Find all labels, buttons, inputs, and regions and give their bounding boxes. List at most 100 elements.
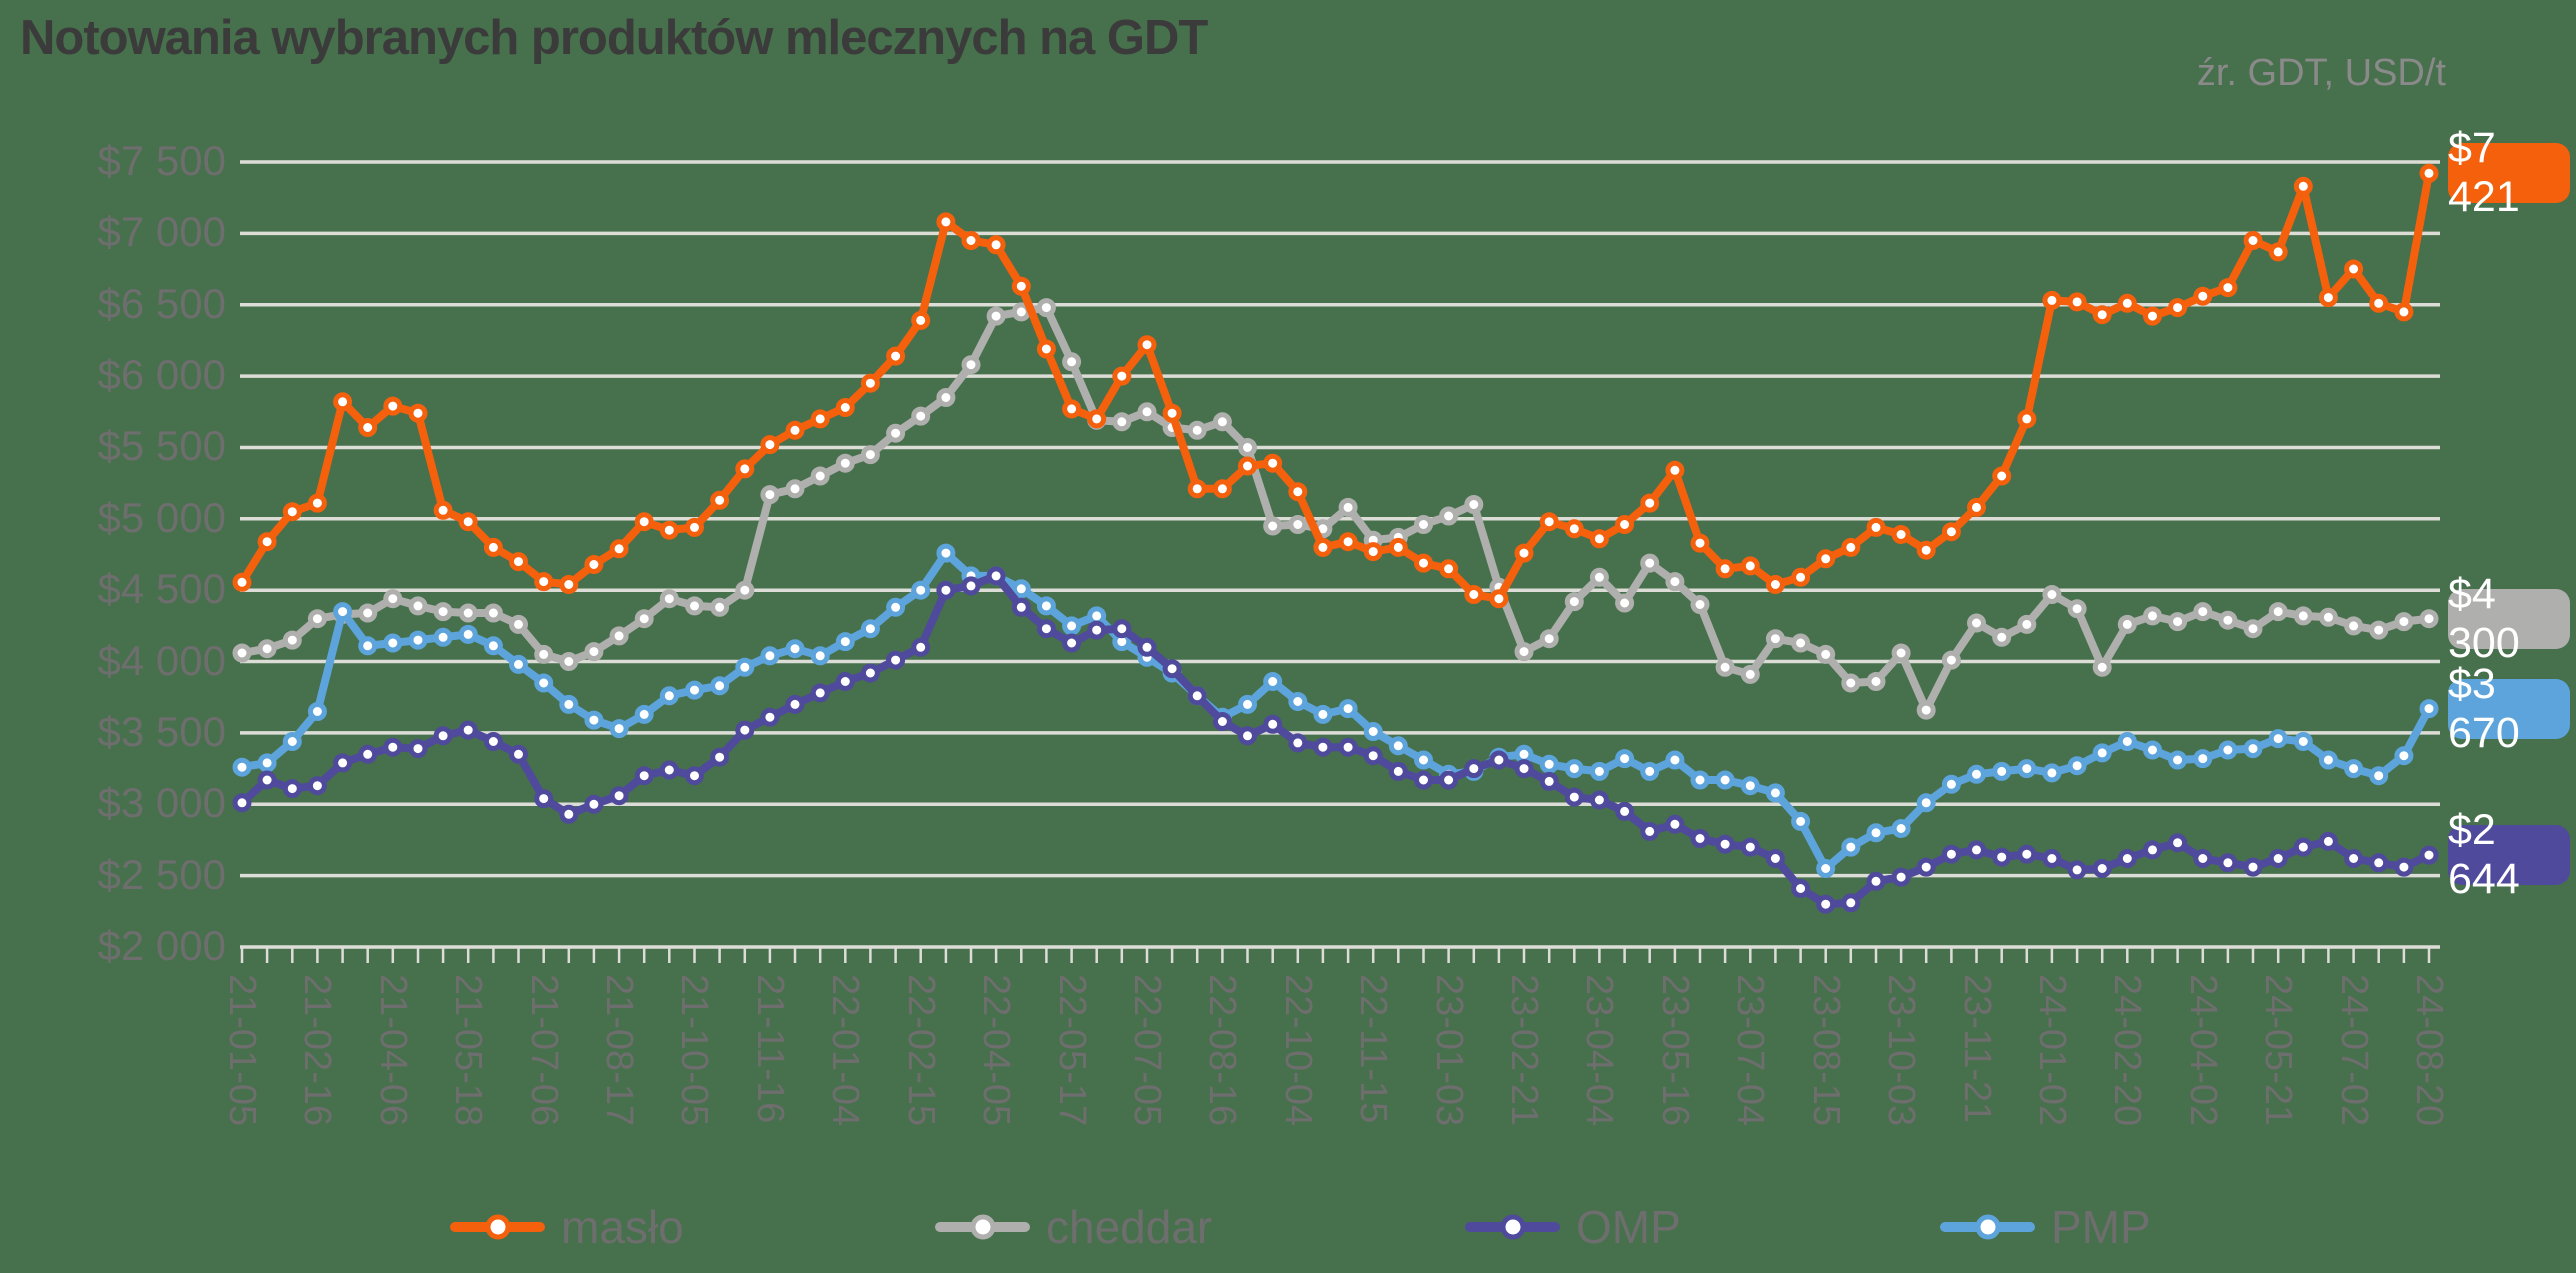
data-point-cheddar bbox=[1992, 627, 2012, 647]
data-point-pmp bbox=[1615, 749, 1635, 769]
x-axis-label: 23-07-04 bbox=[1729, 974, 1772, 1127]
data-point-omp bbox=[2042, 849, 2062, 868]
data-point-maslo bbox=[2017, 409, 2037, 429]
data-point-omp bbox=[1062, 633, 1082, 653]
data-point-cheddar bbox=[559, 652, 579, 671]
data-point-maslo bbox=[2042, 290, 2062, 310]
data-point-cheddar bbox=[1841, 673, 1861, 693]
data-point-omp bbox=[1564, 787, 1584, 807]
data-point-omp bbox=[1941, 844, 1961, 864]
data-point-omp bbox=[1313, 737, 1333, 757]
x-axis-label: 22-02-15 bbox=[899, 974, 942, 1127]
data-point-omp bbox=[2419, 845, 2439, 865]
data-point-omp bbox=[735, 720, 755, 740]
data-point-pmp bbox=[458, 624, 478, 644]
data-point-pmp bbox=[1589, 761, 1609, 781]
data-point-maslo bbox=[936, 212, 956, 232]
data-point-omp bbox=[1489, 750, 1509, 770]
x-axis-label: 22-07-05 bbox=[1125, 974, 1168, 1127]
data-point-pmp bbox=[785, 639, 805, 659]
data-point-cheddar bbox=[509, 614, 528, 634]
data-point-pmp bbox=[584, 710, 604, 730]
x-axis-label: 24-02-20 bbox=[2106, 974, 2149, 1127]
data-point-maslo bbox=[986, 235, 1006, 255]
data-point-maslo bbox=[1212, 479, 1232, 499]
data-point-maslo bbox=[1841, 537, 1861, 557]
x-axis-label: 23-11-21 bbox=[1955, 974, 1998, 1124]
data-point-omp bbox=[2218, 853, 2238, 873]
x-axis-label: 23-01-03 bbox=[1427, 974, 1470, 1127]
x-axis-label: 21-05-18 bbox=[447, 974, 490, 1127]
legend-dot-icon bbox=[970, 1214, 995, 1240]
data-point-omp bbox=[1539, 771, 1559, 791]
data-point-cheddar bbox=[307, 609, 327, 629]
data-point-maslo bbox=[609, 539, 629, 559]
data-point-cheddar bbox=[2243, 619, 2263, 639]
data-point-omp bbox=[358, 744, 378, 764]
data-point-omp bbox=[1363, 746, 1383, 766]
data-point-maslo bbox=[1539, 512, 1559, 532]
data-point-omp bbox=[458, 720, 478, 740]
source-note: źr. GDT, USD/t bbox=[2196, 52, 2446, 94]
data-point-pmp bbox=[1263, 672, 1283, 691]
y-axis-label: $4 500 bbox=[97, 565, 226, 613]
data-point-maslo bbox=[1489, 589, 1509, 609]
data-point-maslo bbox=[2268, 242, 2288, 262]
x-axis-label: 21-02-16 bbox=[296, 974, 339, 1127]
data-point-cheddar bbox=[2067, 599, 2087, 619]
data-point-omp bbox=[1715, 834, 1735, 854]
data-point-omp bbox=[2268, 849, 2288, 868]
legend-item-cheddar: cheddar bbox=[935, 1201, 1213, 1253]
data-point-maslo bbox=[860, 373, 880, 393]
data-point-omp bbox=[1992, 847, 2012, 867]
data-point-maslo bbox=[483, 537, 503, 557]
data-point-omp bbox=[2243, 857, 2263, 877]
legend-label: PMP bbox=[2051, 1201, 2151, 1253]
x-axis-label: 24-05-21 bbox=[2257, 974, 2300, 1127]
series-line-omp bbox=[238, 571, 2433, 909]
x-axis-label: 24-04-02 bbox=[2181, 974, 2224, 1127]
data-point-maslo bbox=[1715, 559, 1735, 579]
data-point-pmp bbox=[1313, 704, 1333, 724]
data-point-pmp bbox=[1564, 759, 1584, 779]
data-point-cheddar bbox=[2369, 620, 2389, 640]
legend-label: cheddar bbox=[1046, 1201, 1213, 1253]
data-point-omp bbox=[1238, 726, 1257, 746]
data-point-maslo bbox=[1464, 585, 1484, 604]
data-point-omp bbox=[659, 760, 679, 780]
data-point-omp bbox=[433, 726, 453, 746]
data-point-maslo bbox=[2344, 259, 2364, 279]
data-point-maslo bbox=[2293, 176, 2313, 196]
data-point-maslo bbox=[307, 493, 327, 513]
data-point-omp bbox=[936, 580, 956, 600]
data-point-cheddar bbox=[584, 642, 604, 662]
data-point-pmp bbox=[307, 702, 327, 721]
data-point-omp bbox=[2067, 860, 2087, 880]
legend-label: masło bbox=[561, 1201, 684, 1253]
data-point-pmp bbox=[735, 657, 755, 677]
data-point-omp bbox=[810, 683, 830, 703]
data-point-omp bbox=[1740, 837, 1760, 857]
data-point-omp bbox=[2318, 831, 2338, 851]
data-point-pmp bbox=[1715, 770, 1735, 790]
data-point-omp bbox=[2168, 833, 2188, 853]
data-point-omp bbox=[1841, 893, 1861, 913]
x-axis-label: 21-10-05 bbox=[673, 974, 716, 1127]
data-point-omp bbox=[333, 753, 353, 773]
data-point-maslo bbox=[1036, 339, 1056, 359]
data-point-pmp bbox=[1916, 793, 1936, 813]
data-point-cheddar bbox=[735, 580, 755, 600]
data-point-maslo bbox=[1765, 575, 1785, 594]
data-point-cheddar bbox=[2218, 610, 2238, 630]
data-point-maslo bbox=[659, 520, 679, 540]
legend-dot-icon bbox=[1975, 1214, 2000, 1240]
data-point-omp bbox=[1866, 871, 1886, 891]
y-axis-label: $5 000 bbox=[97, 493, 226, 541]
data-point-omp bbox=[1514, 759, 1534, 779]
data-point-omp bbox=[1791, 879, 1811, 898]
legend-item-maslo: masło bbox=[450, 1201, 684, 1253]
data-point-maslo bbox=[1187, 479, 1207, 499]
data-point-pmp bbox=[534, 673, 554, 693]
data-point-pmp bbox=[383, 633, 403, 653]
value-label-maslo: $7 421 bbox=[2448, 124, 2570, 221]
